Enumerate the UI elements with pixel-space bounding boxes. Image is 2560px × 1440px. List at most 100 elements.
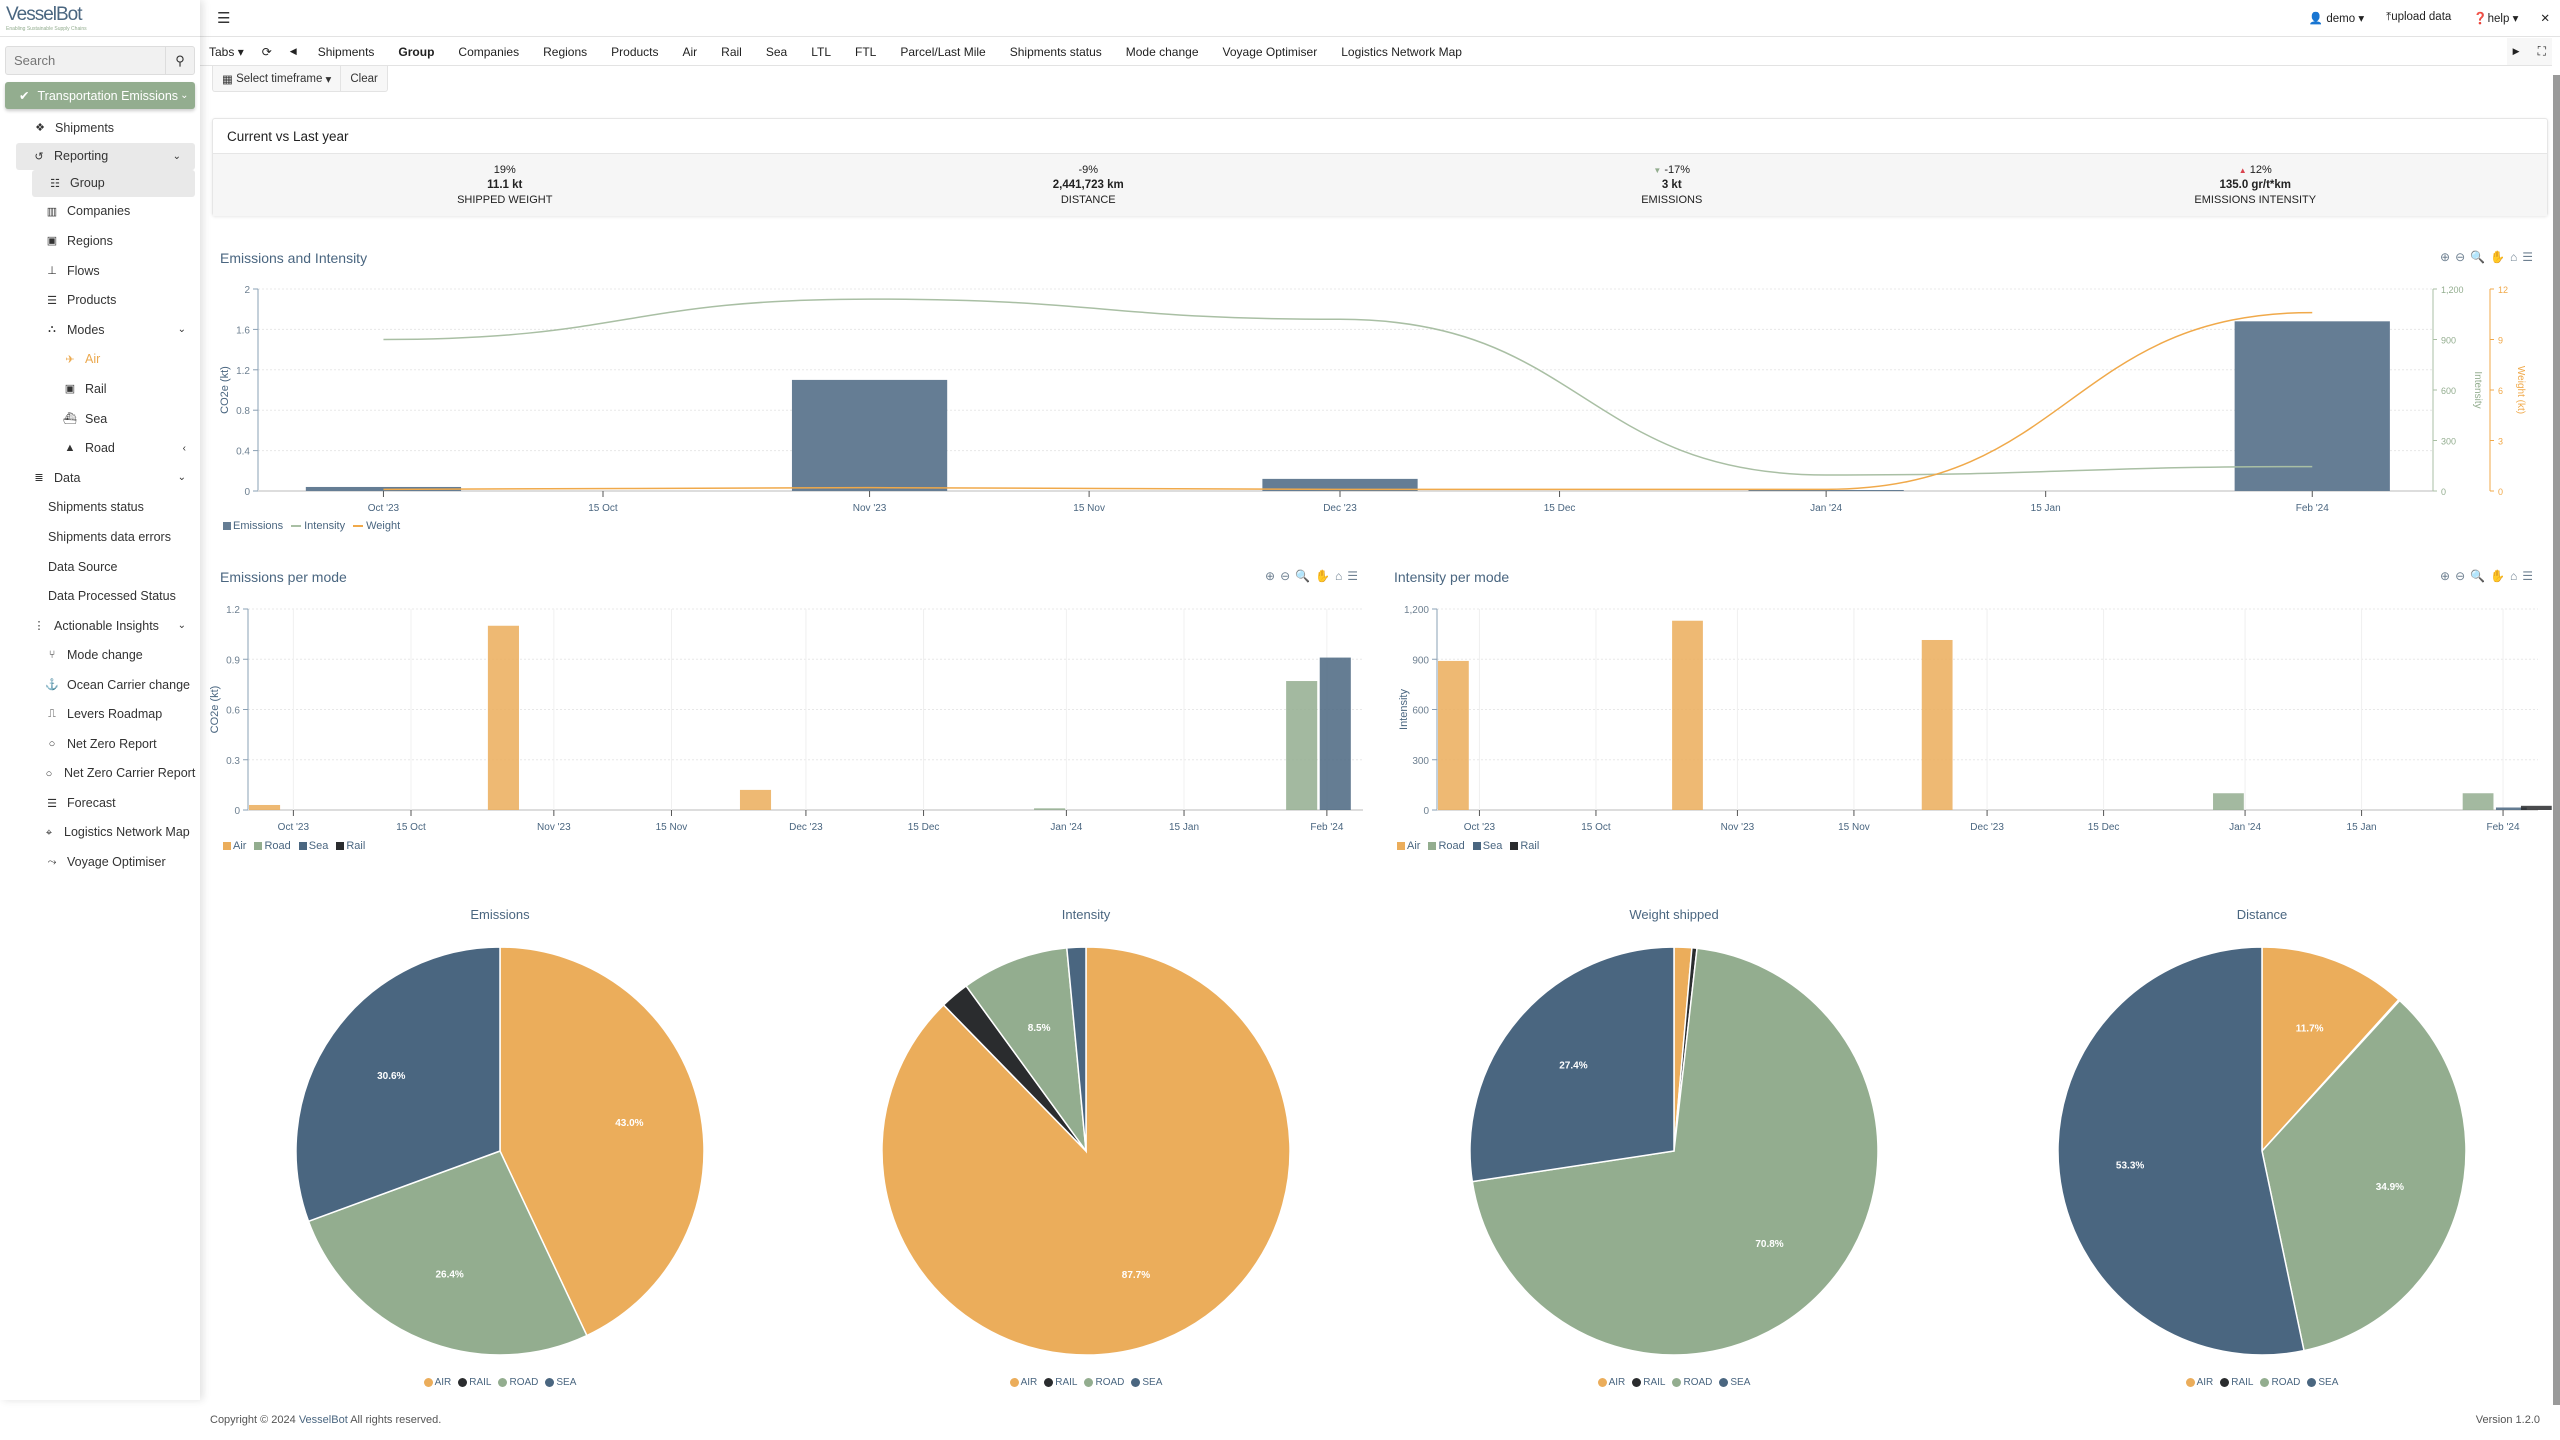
- legend-air[interactable]: AIR: [423, 1377, 451, 1388]
- search-button[interactable]: ⚲: [165, 47, 194, 74]
- sidebar-item-logistics-network-map[interactable]: ⌖ Logistics Network Map: [0, 818, 200, 848]
- legend-emissions[interactable]: Emissions: [223, 520, 283, 532]
- sidebar-item-voyage-optimiser[interactable]: ⤳ Voyage Optimiser: [0, 848, 200, 878]
- tab-group[interactable]: Group: [398, 44, 435, 59]
- collapse-icon[interactable]: ✕: [2540, 13, 2550, 25]
- sidebar-item-forecast[interactable]: ☰ Forecast: [0, 788, 200, 818]
- page-scrollbar[interactable]: [2553, 75, 2560, 1405]
- hamburger-menu-icon[interactable]: ☰: [217, 10, 231, 27]
- legend-air[interactable]: AIR: [1009, 1377, 1037, 1388]
- sidebar-item-shipments-status[interactable]: Shipments status: [0, 493, 200, 523]
- upload-data-button[interactable]: ⤒upload data: [2386, 11, 2451, 25]
- tab-sea[interactable]: Sea: [765, 44, 788, 59]
- legend-sea[interactable]: SEA: [545, 1377, 576, 1388]
- sidebar-item-reporting[interactable]: ↺ Reporting ⌄: [16, 142, 195, 170]
- sidebar-item-mode-change[interactable]: ⑂ Mode change: [0, 641, 200, 671]
- tab-ftl[interactable]: FTL: [855, 44, 877, 59]
- zoom-out-icon[interactable]: ⊖: [2455, 569, 2466, 583]
- sidebar-item-ocean-carrier-change[interactable]: ⚓ Ocean Carrier change: [0, 670, 200, 700]
- zoom-in-icon[interactable]: ⊕: [2440, 569, 2451, 583]
- reset-home-icon[interactable]: ⌂: [1335, 569, 1343, 583]
- tab-mode-change[interactable]: Mode change: [1125, 44, 1199, 59]
- help-menu[interactable]: ❓help ▾: [2473, 13, 2519, 25]
- zoom-out-icon[interactable]: ⊖: [2455, 250, 2466, 264]
- search-input[interactable]: [6, 47, 165, 74]
- zoom-in-icon[interactable]: ⊕: [1265, 569, 1276, 583]
- legend-rail[interactable]: Rail: [1510, 840, 1539, 852]
- tab-ltl[interactable]: LTL: [811, 44, 831, 59]
- tab-logistics-network-map[interactable]: Logistics Network Map: [1341, 44, 1462, 59]
- vesselbot-logo[interactable]: VesselBot Enabling Sustainable Supply Ch…: [0, 0, 200, 37]
- tab-shipments[interactable]: Shipments: [317, 44, 375, 59]
- sidebar-item-modes[interactable]: ⛬ Modes ⌄: [0, 315, 200, 345]
- tab-companies[interactable]: Companies: [458, 44, 520, 59]
- zoom-in-icon[interactable]: ⊕: [2440, 250, 2451, 264]
- transportation-emissions-menu[interactable]: ✔ Transportation Emissions ⌄: [5, 82, 195, 109]
- pan-icon[interactable]: ✋: [1315, 569, 1331, 583]
- legend-air[interactable]: Air: [1397, 840, 1420, 852]
- legend-rail[interactable]: RAIL: [1632, 1377, 1665, 1388]
- sidebar-item-road[interactable]: ▲ Road ‹: [0, 433, 200, 463]
- legend-rail[interactable]: RAIL: [2220, 1377, 2253, 1388]
- sidebar-item-companies[interactable]: ▥ Companies: [0, 197, 200, 227]
- tab-products[interactable]: Products: [611, 44, 659, 59]
- legend-weight[interactable]: Weight: [353, 520, 400, 532]
- pan-icon[interactable]: ✋: [2490, 250, 2506, 264]
- select-timeframe-button[interactable]: ▦ Select timeframe ▾: [222, 72, 332, 86]
- legend-air[interactable]: AIR: [1597, 1377, 1625, 1388]
- sidebar-item-shipments[interactable]: ❖ Shipments: [0, 113, 200, 143]
- legend-road[interactable]: ROAD: [2260, 1377, 2300, 1388]
- zoom-out-icon[interactable]: ⊖: [1280, 569, 1291, 583]
- tab-voyage-optimiser[interactable]: Voyage Optimiser: [1222, 44, 1318, 59]
- sidebar-item-shipments-data-errors[interactable]: Shipments data errors: [0, 522, 200, 552]
- tab-air[interactable]: Air: [682, 44, 698, 59]
- sidebar-item-products[interactable]: ☰ Products: [0, 285, 200, 315]
- legend-rail[interactable]: Rail: [336, 840, 365, 852]
- legend-road[interactable]: ROAD: [1672, 1377, 1712, 1388]
- legend-rail[interactable]: RAIL: [458, 1377, 491, 1388]
- user-menu[interactable]: 👤 demo ▾: [2308, 13, 2365, 25]
- legend-sea[interactable]: Sea: [1472, 840, 1502, 852]
- zoom-select-icon[interactable]: 🔍: [1295, 569, 1311, 583]
- tab-regions[interactable]: Regions: [543, 44, 588, 59]
- scroll-left-icon[interactable]: ◀: [289, 46, 297, 56]
- sidebar-item-rail[interactable]: ▣ Rail: [0, 374, 200, 404]
- legend-road[interactable]: Road: [1428, 840, 1465, 852]
- sidebar-item-net-zero-report[interactable]: ○ Net Zero Report: [0, 729, 200, 759]
- refresh-icon[interactable]: ⟳: [261, 44, 272, 59]
- tab-parcel-last-mile[interactable]: Parcel/Last Mile: [900, 44, 986, 59]
- sidebar-item-actionable-insights[interactable]: ⋮ Actionable Insights ⌄: [0, 611, 200, 641]
- legend-road[interactable]: Road: [254, 840, 291, 852]
- sidebar-item-air[interactable]: ✈ Air: [0, 345, 200, 375]
- sidebar-item-net-zero-carrier-report[interactable]: ○ Net Zero Carrier Report: [0, 759, 200, 789]
- sidebar-item-levers-roadmap[interactable]: ⎍ Levers Roadmap: [0, 700, 200, 730]
- legend-intensity[interactable]: Intensity: [291, 520, 345, 532]
- tab-shipments-status[interactable]: Shipments status: [1009, 44, 1102, 59]
- legend-air[interactable]: AIR: [2185, 1377, 2213, 1388]
- legend-sea[interactable]: SEA: [1131, 1377, 1162, 1388]
- legend-road[interactable]: ROAD: [1084, 1377, 1124, 1388]
- sidebar-item-group[interactable]: ☷ Group: [32, 169, 195, 197]
- tab-rail[interactable]: Rail: [721, 44, 742, 59]
- pan-icon[interactable]: ✋: [2490, 569, 2506, 583]
- sidebar-item-data-processed-status[interactable]: Data Processed Status: [0, 581, 200, 611]
- sidebar-item-sea[interactable]: ⛴ Sea: [0, 404, 200, 434]
- reset-home-icon[interactable]: ⌂: [2510, 250, 2518, 264]
- sidebar-item-data-source[interactable]: Data Source: [0, 552, 200, 582]
- scroll-right-icon[interactable]: ▶: [2512, 46, 2520, 56]
- chart-menu-icon[interactable]: ☰: [2522, 250, 2534, 264]
- reset-home-icon[interactable]: ⌂: [2510, 569, 2518, 583]
- zoom-select-icon[interactable]: 🔍: [2470, 250, 2486, 264]
- legend-sea[interactable]: SEA: [2307, 1377, 2338, 1388]
- chart-menu-icon[interactable]: ☰: [2522, 569, 2534, 583]
- chart-menu-icon[interactable]: ☰: [1347, 569, 1359, 583]
- sidebar-item-data[interactable]: ≣ Data ⌄: [0, 463, 200, 493]
- legend-road[interactable]: ROAD: [498, 1377, 538, 1388]
- legend-rail[interactable]: RAIL: [1044, 1377, 1077, 1388]
- sidebar-item-regions[interactable]: ▣ Regions: [0, 226, 200, 256]
- legend-air[interactable]: Air: [223, 840, 246, 852]
- zoom-select-icon[interactable]: 🔍: [2470, 569, 2486, 583]
- footer-brand-link[interactable]: VesselBot: [298, 1414, 348, 1426]
- legend-sea[interactable]: SEA: [1719, 1377, 1750, 1388]
- sidebar-item-flows[interactable]: ⊥ Flows: [0, 256, 200, 286]
